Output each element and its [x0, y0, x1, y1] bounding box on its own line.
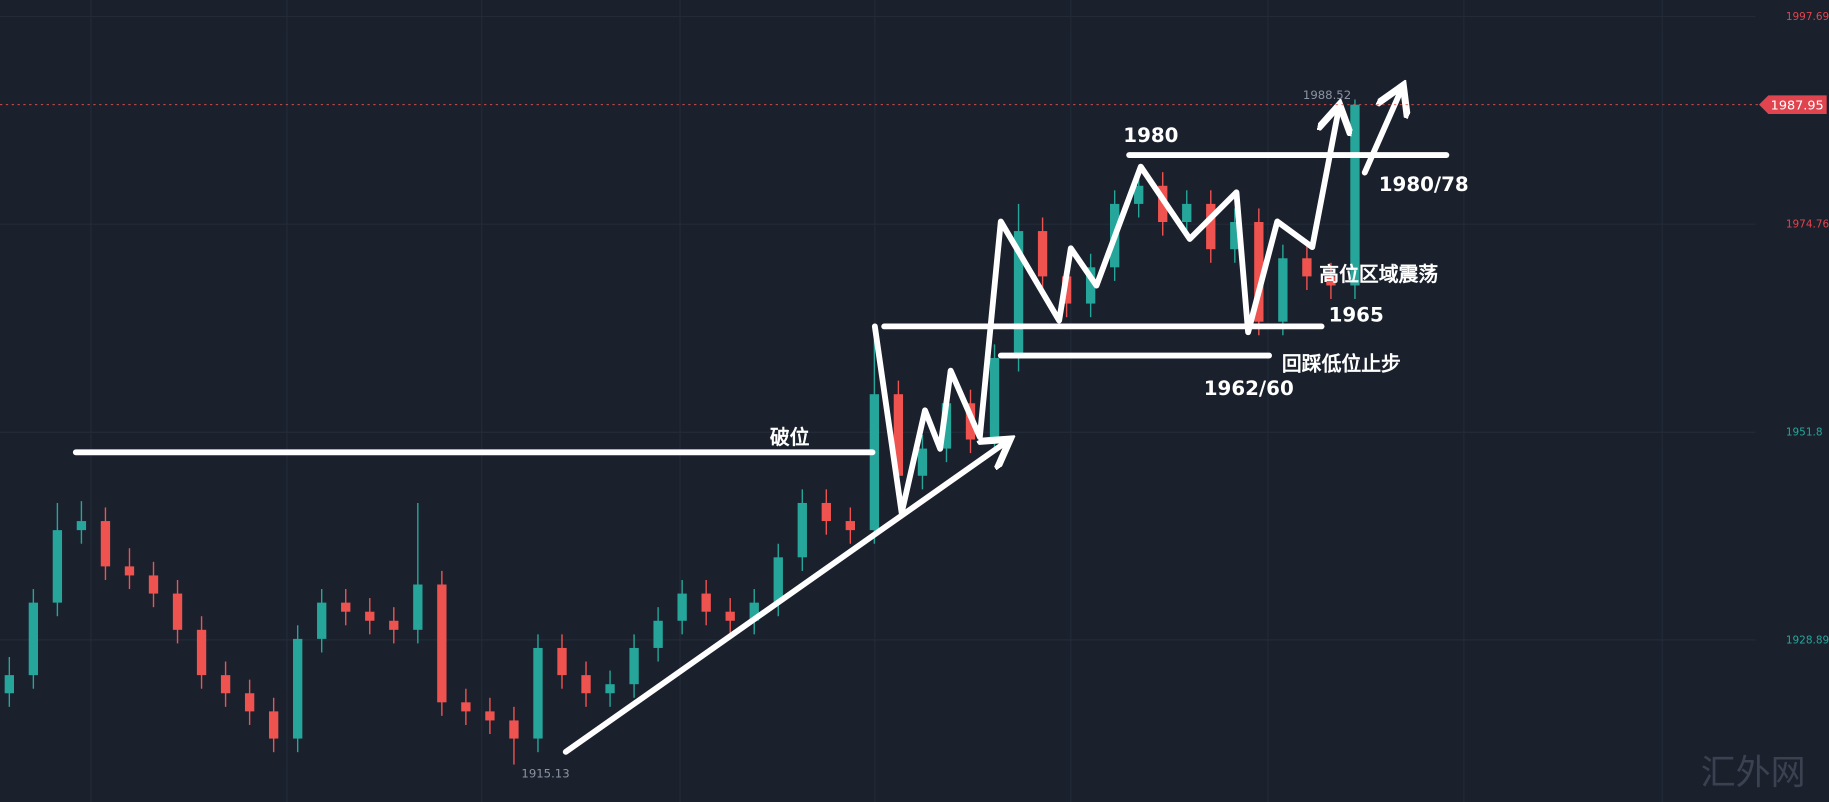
candle-body	[1350, 104, 1360, 286]
candle-body	[437, 584, 447, 703]
candle-body	[917, 448, 928, 476]
annotation: 1980	[1123, 124, 1178, 147]
candle-body	[989, 357, 1000, 440]
candle-body	[244, 693, 255, 712]
candles	[4, 99, 1360, 765]
candle-body	[365, 611, 375, 621]
candle-body	[941, 403, 952, 449]
candle-body	[196, 629, 207, 676]
candle-body	[413, 584, 423, 630]
candle-body	[76, 521, 87, 531]
candle-body	[172, 593, 183, 630]
last-price-label: 1987.95	[1771, 98, 1824, 113]
candle-body	[148, 575, 159, 594]
candle-body	[749, 602, 759, 621]
up-arrow	[1361, 93, 1400, 176]
candle-body	[100, 521, 111, 567]
candle-body	[701, 593, 711, 612]
candle-body	[1278, 258, 1288, 322]
candle-body	[677, 593, 687, 621]
high-label: 1988.52	[1303, 88, 1351, 102]
y-tick-label: 1997.69	[1786, 11, 1829, 23]
candle-body	[725, 611, 735, 621]
candle-body	[124, 566, 135, 576]
candle-body	[220, 675, 231, 694]
annotation: 高位区域震荡	[1319, 262, 1438, 286]
candle-body	[1182, 203, 1192, 223]
candle-body	[653, 620, 663, 648]
candle-body	[1302, 258, 1312, 277]
trend-arrow	[562, 444, 1003, 755]
y-tick-label: 1974.76	[1786, 219, 1829, 231]
candle-body	[268, 711, 279, 739]
candle-body	[1326, 276, 1336, 286]
candle-body	[1013, 231, 1024, 358]
candle-body	[4, 675, 14, 694]
candle-body	[341, 602, 351, 612]
candle-body	[461, 702, 471, 712]
last-price-tag	[1759, 95, 1827, 114]
candle-body	[52, 530, 63, 603]
candle-body	[1254, 222, 1264, 322]
candle-body	[293, 638, 303, 739]
y-tick-label: 1951.8	[1786, 427, 1823, 439]
price-axis: 1997.69 1974.76 1951.8 1928.89 1987.95	[0, 11, 1829, 646]
candle-body	[1206, 203, 1216, 250]
candle-body	[869, 394, 880, 531]
annotation: 回踩低位止步	[1282, 352, 1401, 376]
annotation: 1965	[1329, 304, 1384, 327]
y-tick-label: 1928.89	[1786, 634, 1829, 646]
candle-body	[533, 647, 543, 739]
candle-body	[509, 720, 519, 739]
zigzag-arrow	[871, 113, 1338, 516]
candle-body	[1037, 231, 1048, 277]
candle-body	[485, 711, 495, 721]
annotation: 1980/78	[1379, 173, 1469, 196]
annotation: 破位	[770, 425, 810, 449]
candle-body	[557, 647, 567, 676]
candle-body	[1085, 267, 1096, 304]
candle-body	[845, 521, 856, 531]
candle-body	[581, 675, 591, 694]
annotation: 1962/60	[1204, 377, 1294, 400]
candle-body	[893, 394, 904, 476]
low-label: 1915.13	[521, 767, 569, 781]
candle-body	[821, 502, 831, 522]
candle-body	[28, 602, 39, 676]
watermark: 汇外网	[1701, 754, 1806, 794]
candle-body	[797, 502, 807, 558]
candle-body	[605, 684, 615, 694]
candle-body	[317, 602, 327, 639]
candle-body	[629, 647, 639, 685]
candle-body	[389, 620, 399, 630]
candle-body	[1134, 185, 1144, 204]
candle-body	[1230, 222, 1240, 250]
candle-body	[773, 557, 783, 603]
annotations	[72, 93, 1450, 755]
